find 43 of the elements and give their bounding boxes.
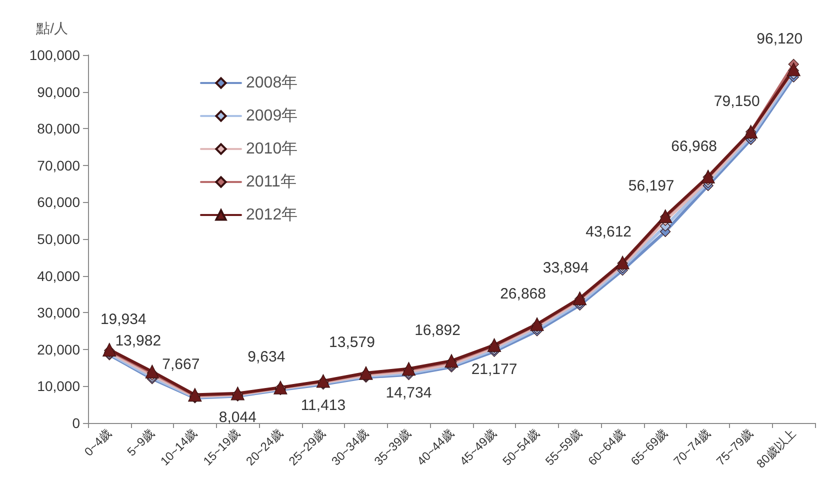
data-label: 16,892	[414, 322, 460, 340]
data-label: 9,634	[248, 348, 286, 366]
data-label: 66,968	[671, 138, 718, 155]
y-tick-label: 80,000	[37, 120, 80, 137]
data-label: 13,579	[329, 334, 375, 352]
data-label: 19,934	[100, 310, 146, 328]
y-tick-label: 60,000	[37, 194, 80, 210]
y-tick-label: 30,000	[37, 304, 80, 321]
legend-label: 2009年	[246, 108, 298, 124]
y-axis-title: 點/人	[35, 20, 68, 36]
data-label: 11,413	[300, 396, 346, 414]
legend-label: 2011年	[246, 174, 296, 190]
data-label: 13,982	[115, 332, 162, 350]
y-tick-label: 90,000	[37, 84, 80, 100]
y-tick-label: 50,000	[37, 231, 80, 247]
y-tick-label: 0	[72, 415, 80, 431]
x-tick-label: 80歲以上	[754, 426, 799, 471]
legend-label: 2008年	[246, 74, 298, 92]
x-tick-label: 0~4歲	[82, 426, 114, 459]
data-label: 96,120	[756, 30, 803, 48]
x-tick-label: 5~9歲	[124, 426, 158, 459]
y-tick-label: 20,000	[37, 341, 80, 358]
data-label: 43,612	[586, 224, 632, 241]
point	[145, 364, 159, 378]
point	[572, 291, 587, 306]
legend-label: 2010年	[246, 140, 298, 158]
y-tick-label: 100,000	[29, 47, 80, 63]
data-label: 7,667	[162, 356, 200, 373]
data-label: 26,868	[500, 285, 546, 302]
data-label: 21,177	[471, 360, 518, 378]
y-tick-label: 40,000	[37, 268, 80, 284]
data-label: 14,734	[386, 384, 432, 402]
legend-label: 2012年	[246, 206, 298, 224]
y-tick-label: 70,000	[37, 157, 80, 174]
point	[102, 342, 116, 356]
point	[402, 362, 416, 376]
y-tick-label: 10,000	[37, 378, 80, 394]
data-label: 56,197	[628, 177, 674, 194]
point	[786, 62, 800, 76]
point	[658, 209, 672, 223]
data-label: 79,150	[714, 92, 760, 110]
data-label: 8,044	[218, 409, 256, 426]
data-label: 33,894	[542, 259, 589, 276]
